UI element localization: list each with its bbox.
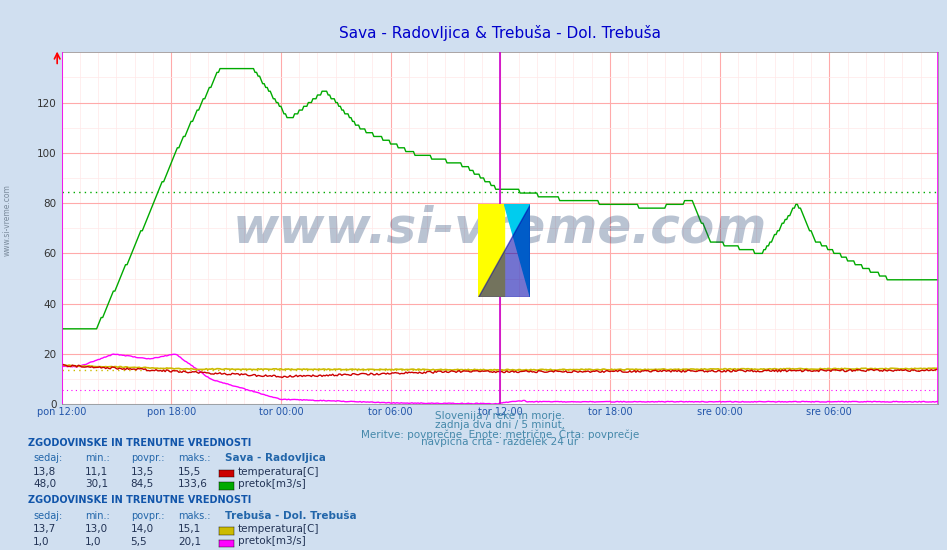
Text: 20,1: 20,1 xyxy=(178,536,201,547)
Polygon shape xyxy=(478,204,530,297)
Text: 30,1: 30,1 xyxy=(85,478,108,489)
Text: ZGODOVINSKE IN TRENUTNE VREDNOSTI: ZGODOVINSKE IN TRENUTNE VREDNOSTI xyxy=(28,437,252,448)
Text: 48,0: 48,0 xyxy=(33,478,56,489)
Text: maks.:: maks.: xyxy=(178,510,210,521)
Text: sedaj:: sedaj: xyxy=(33,510,63,521)
Text: Sava - Radovljica & Trebuša - Dol. Trebuša: Sava - Radovljica & Trebuša - Dol. Trebu… xyxy=(339,25,661,41)
Text: Slovenija / reke in morje.: Slovenija / reke in morje. xyxy=(435,411,565,421)
Text: maks.:: maks.: xyxy=(178,453,210,463)
Bar xyxy=(478,204,505,297)
Text: www.si-vreme.com: www.si-vreme.com xyxy=(232,204,767,252)
Text: Trebuša - Dol. Trebuša: Trebuša - Dol. Trebuša xyxy=(225,510,357,521)
Text: 13,0: 13,0 xyxy=(85,524,108,535)
Text: 1,0: 1,0 xyxy=(85,536,101,547)
Text: 13,8: 13,8 xyxy=(33,466,57,477)
Text: temperatura[C]: temperatura[C] xyxy=(238,466,319,477)
Text: sedaj:: sedaj: xyxy=(33,453,63,463)
Text: 133,6: 133,6 xyxy=(178,478,208,489)
Text: 84,5: 84,5 xyxy=(131,478,154,489)
Text: 15,5: 15,5 xyxy=(178,466,202,477)
Text: 14,0: 14,0 xyxy=(131,524,153,535)
Text: 1,0: 1,0 xyxy=(33,536,49,547)
Text: Meritve: povprečne  Enote: metrične  Črta: povprečje: Meritve: povprečne Enote: metrične Črta:… xyxy=(361,428,639,440)
Text: 13,5: 13,5 xyxy=(131,466,154,477)
Text: 11,1: 11,1 xyxy=(85,466,109,477)
Text: 13,7: 13,7 xyxy=(33,524,57,535)
Text: temperatura[C]: temperatura[C] xyxy=(238,524,319,535)
Text: min.:: min.: xyxy=(85,510,110,521)
Text: povpr.:: povpr.: xyxy=(131,453,164,463)
Text: min.:: min.: xyxy=(85,453,110,463)
Text: Sava - Radovljica: Sava - Radovljica xyxy=(225,453,327,463)
Text: navpična črta - razdelek 24 ur: navpična črta - razdelek 24 ur xyxy=(421,436,579,447)
Text: zadnja dva dni / 5 minut.: zadnja dva dni / 5 minut. xyxy=(435,420,565,430)
Text: www.si-vreme.com: www.si-vreme.com xyxy=(3,184,12,256)
Text: ZGODOVINSKE IN TRENUTNE VREDNOSTI: ZGODOVINSKE IN TRENUTNE VREDNOSTI xyxy=(28,495,252,505)
Polygon shape xyxy=(505,204,530,297)
Text: pretok[m3/s]: pretok[m3/s] xyxy=(238,478,306,489)
Text: 15,1: 15,1 xyxy=(178,524,202,535)
Text: pretok[m3/s]: pretok[m3/s] xyxy=(238,536,306,547)
Text: 5,5: 5,5 xyxy=(131,536,148,547)
Text: povpr.:: povpr.: xyxy=(131,510,164,521)
